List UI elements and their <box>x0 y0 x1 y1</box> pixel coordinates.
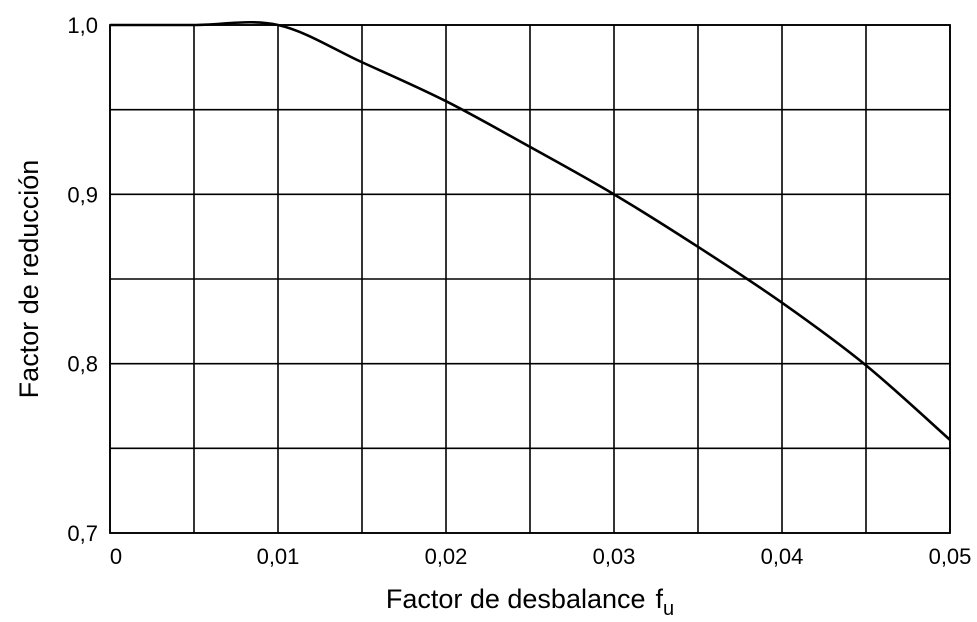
x-tick-label: 0,02 <box>425 544 468 569</box>
x-tick-label: 0,01 <box>257 544 300 569</box>
x-axis-subscript: u <box>663 598 674 620</box>
y-axis-title: Factor de reducción <box>14 160 44 399</box>
x-axis-symbol: f <box>656 584 664 614</box>
y-tick-label: 0,8 <box>67 352 98 377</box>
y-tick-label: 0,9 <box>67 182 98 207</box>
y-tick-labels: 0,7 0,8 0,9 1,0 <box>67 13 98 546</box>
plot-frame <box>109 24 951 534</box>
grid <box>109 24 951 534</box>
x-axis-title: Factor de desbalance fu <box>386 584 674 620</box>
x-tick-label: 0,04 <box>761 544 804 569</box>
x-tick-label: 0,03 <box>593 544 636 569</box>
y-tick-label: 0,7 <box>67 521 98 546</box>
x-tick-label: 0,05 <box>929 544 972 569</box>
x-tick-label: 0 <box>110 544 122 569</box>
y-tick-label: 1,0 <box>67 13 98 38</box>
series-line <box>110 20 951 441</box>
x-axis-title-text: Factor de desbalance <box>386 584 646 614</box>
x-tick-labels: 0 0,01 0,02 0,03 0,04 0,05 <box>110 544 972 569</box>
